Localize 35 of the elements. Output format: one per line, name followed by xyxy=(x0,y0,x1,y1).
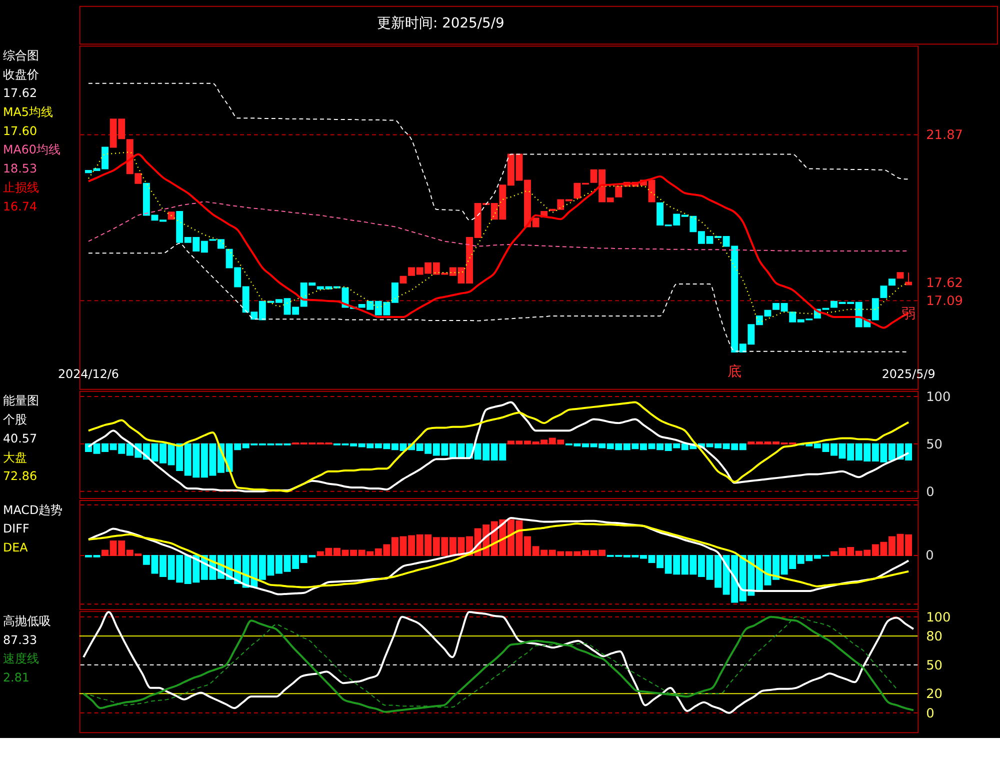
text: 17.60 xyxy=(2,124,38,138)
y-tick-label: 21.87 xyxy=(926,128,963,144)
y-tick-label: 0 xyxy=(926,706,934,722)
text: 更新时间: 2025/5/9 xyxy=(376,16,504,32)
text: 87.33 xyxy=(2,632,38,647)
text: 16.74 xyxy=(2,199,38,214)
text: 大盘 xyxy=(2,450,27,464)
annotation: 弱 xyxy=(902,306,916,322)
annotation: 底 xyxy=(728,364,742,380)
text: 17.62 xyxy=(2,86,38,100)
text: 个股 xyxy=(2,412,27,427)
text: 72.86 xyxy=(2,469,38,484)
chart-title: MACD趋势 xyxy=(2,502,63,517)
y-tick-label: 17.62 xyxy=(926,276,963,291)
text: MA5均线 xyxy=(2,105,53,120)
text: 速度线 xyxy=(2,652,39,666)
y-tick-label: 100 xyxy=(926,390,951,405)
text: DEA xyxy=(2,540,29,555)
text: DIFF xyxy=(2,522,30,536)
text: 高抛低吸 xyxy=(2,614,51,628)
text: MA60均线 xyxy=(2,142,61,157)
y-tick-label: 50 xyxy=(926,437,942,452)
y-tick-label: 100 xyxy=(926,610,951,626)
chart-title: 综合图 xyxy=(2,48,39,62)
y-tick-label: 20 xyxy=(926,687,942,702)
chart-title: 能量图 xyxy=(2,394,39,408)
y-tick-label: 17.09 xyxy=(926,294,963,310)
y-tick-label: 80 xyxy=(926,630,942,645)
text: 收盘价 xyxy=(2,67,39,82)
y-tick-label: 50 xyxy=(926,658,942,674)
text: 40.57 xyxy=(2,431,38,446)
y-tick-label: 0 xyxy=(926,484,934,500)
text: 2.81 xyxy=(2,670,30,684)
text: 止损线 xyxy=(2,180,39,194)
text: 18.53 xyxy=(2,162,38,176)
